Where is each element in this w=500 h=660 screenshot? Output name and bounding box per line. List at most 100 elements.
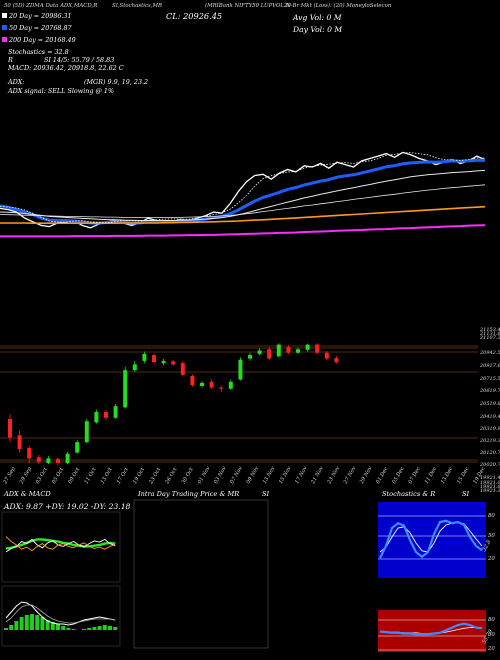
candle-up <box>46 458 51 464</box>
macd-histogram-bar <box>40 617 45 630</box>
candle-down <box>180 363 185 375</box>
macd-histogram-bar <box>56 624 60 630</box>
price-tick-label: 20319.9 <box>479 426 500 432</box>
price-tick-label: 20619.7 <box>479 388 500 394</box>
macd-histogram-bar <box>97 626 102 630</box>
minus-di-line <box>5 536 116 552</box>
candle-down <box>219 387 224 389</box>
candle-down <box>190 375 195 386</box>
header-mid2: (MRIBank NIFTY50 LUPVOL20 <box>205 3 291 9</box>
candle-up <box>113 406 118 418</box>
macd-histogram-bar <box>61 626 66 630</box>
rsi-tick-50: 50 <box>488 632 495 638</box>
rsi-prefix: R <box>8 56 13 64</box>
header-line: 50 (5D) ZDMA Data ADX,MACD,R <box>4 3 97 9</box>
rsi-tick-20: 20 <box>488 646 495 652</box>
rsi-label: SI 14/5: 55.79 / 58.83 <box>44 56 115 64</box>
candle-down <box>17 435 22 450</box>
macd-histogram-bar <box>71 629 76 630</box>
price-tick-label: 21131.6 <box>479 331 500 337</box>
candle-up <box>228 381 233 389</box>
candle-up <box>84 421 89 443</box>
macd-histogram-bar <box>45 620 50 630</box>
header-mid: SI,Stochastics,MR <box>112 3 163 9</box>
stoch-k-line <box>379 519 483 559</box>
candle-down <box>171 361 176 365</box>
macd-histogram-bar <box>24 615 29 630</box>
candle-down <box>209 381 214 388</box>
candle-up <box>305 344 310 350</box>
price-tick-label: 19921.6 <box>480 484 500 490</box>
ma20-dotted-line <box>0 152 485 224</box>
candle-up <box>200 382 204 386</box>
price-tick-label: 20020.7 <box>479 462 500 468</box>
candle-up <box>161 360 166 364</box>
ma200-line <box>0 205 486 224</box>
adx-label: ADX: <box>8 78 25 86</box>
price-tick-label: 21153.4 <box>479 327 500 333</box>
candle-up <box>296 349 300 353</box>
ma200-label: 200 Day = 20168.49 <box>2 36 76 44</box>
macd-histogram-bar <box>102 625 107 630</box>
rsi-panel-bg <box>378 610 486 652</box>
candle-down <box>56 458 60 464</box>
close-label: CL: 20926.45 <box>166 11 223 21</box>
candle-down <box>286 346 291 353</box>
price-tick-label: 20519.8 <box>479 401 500 407</box>
candle-up <box>248 355 252 359</box>
avg-vol-label: Avg Vol: 0 M <box>293 13 342 22</box>
stoch-panel-title: Stochastics & R <box>382 490 436 498</box>
candle-down <box>324 352 329 359</box>
candle-down <box>334 358 339 363</box>
ma150-line <box>0 184 486 218</box>
macd-label: MACD: 20936.42, 20918.8, 22.62 C <box>8 64 124 72</box>
candle-up <box>142 353 147 361</box>
macd-signal-line <box>5 604 116 624</box>
price-tick-label: 19921.3 <box>480 488 500 494</box>
ma200-text: 200 Day = 20168.49 <box>9 36 76 44</box>
adx-panel-frame <box>1 511 121 583</box>
ma20-label: 20 Day = 20986.31 <box>2 12 72 20</box>
price-tick-label: 21107.3 <box>479 335 500 341</box>
candle-down <box>267 349 272 359</box>
ma200-swatch <box>2 37 7 42</box>
candle-up <box>123 370 128 408</box>
price-tick-label: 19921.0 <box>480 480 500 486</box>
rsi-tick-80: 80 <box>488 617 495 623</box>
candle-down <box>315 344 320 353</box>
candle-up <box>132 364 137 371</box>
ma50-line <box>0 158 485 225</box>
macd-histogram-bar <box>82 629 86 630</box>
price-tick-label: 20715.5 <box>479 376 500 382</box>
day-vol-label: Day Vol: 0 M <box>293 25 343 34</box>
candle-up <box>257 350 262 354</box>
macd-histogram-bar <box>14 621 19 630</box>
intra-panel-title-si: SI <box>262 490 270 498</box>
candle-down <box>36 457 41 462</box>
ma50-label: 50 Day = 20768.87 <box>2 24 72 32</box>
price-tick-label: 20219.3 <box>479 438 500 444</box>
macd-histogram-bar <box>35 615 40 630</box>
plus-di-line <box>5 538 116 553</box>
candle-up <box>276 344 281 357</box>
macd-line <box>5 601 116 626</box>
candle-down <box>8 418 12 438</box>
candle-up <box>238 359 243 380</box>
macd-histogram-bar <box>66 628 71 630</box>
intra-panel-title: Intra Day Trading Price & MR <box>138 490 240 498</box>
price-tick-label: 20419.4 <box>479 414 500 420</box>
macd-histogram-bar <box>92 627 97 630</box>
ma100-line <box>0 169 486 221</box>
stoch-panel-title-si: SI <box>462 490 470 498</box>
candle-up <box>75 442 80 453</box>
macd-histogram-bar <box>50 622 55 630</box>
candle-down <box>104 411 108 418</box>
adx-line <box>5 538 116 550</box>
macd-histogram-bar <box>9 625 14 630</box>
stoch-tick-50: 50 <box>488 533 495 539</box>
ma-long-line <box>0 224 486 238</box>
intraday-panel-frame <box>133 499 269 649</box>
stoch-tick-20: 20 <box>488 556 495 562</box>
